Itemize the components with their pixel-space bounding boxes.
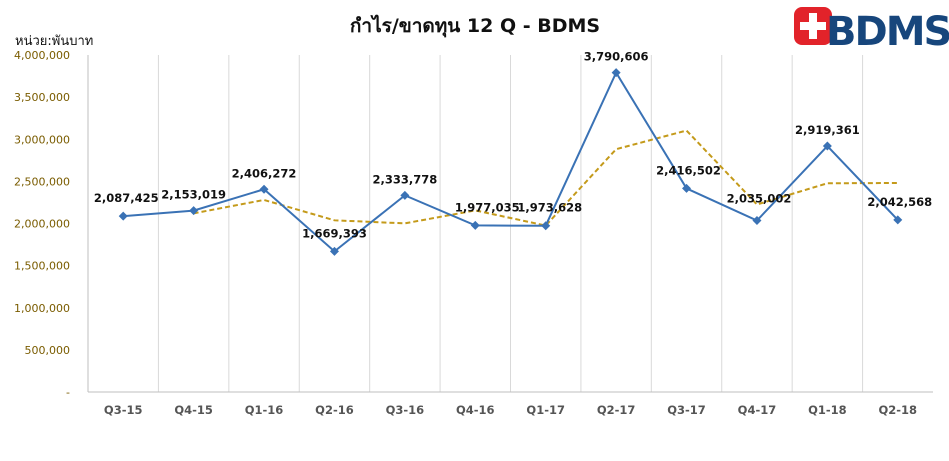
- data-point-marker: [541, 221, 551, 231]
- x-tick-label: Q4-17: [738, 403, 777, 417]
- data-point-marker: [822, 141, 832, 151]
- data-point-marker: [470, 220, 480, 230]
- chart-title: กำไร/ขาดทุน 12 Q - BDMS: [350, 14, 600, 38]
- data-label: 2,153,019: [161, 188, 226, 202]
- x-tick-label: Q1-16: [245, 403, 284, 417]
- trend-line: [193, 129, 898, 227]
- data-point-marker: [682, 183, 692, 193]
- data-point-marker: [611, 68, 621, 78]
- data-label: 2,406,272: [232, 166, 297, 180]
- x-tick-label: Q4-16: [456, 403, 495, 417]
- x-tick-label: Q1-18: [808, 403, 847, 417]
- data-label: 3,790,606: [584, 50, 649, 64]
- data-label: 2,042,568: [867, 195, 932, 209]
- data-point-marker: [189, 206, 199, 216]
- data-point-marker: [259, 184, 269, 194]
- data-label: 1,973,628: [517, 201, 582, 215]
- y-tick-label: 1,500,000: [14, 260, 70, 273]
- x-tick-label: Q3-15: [104, 403, 143, 417]
- y-axis-unit-label: หน่วย:พันบาท: [15, 34, 93, 49]
- data-label: 2,333,778: [373, 172, 438, 186]
- data-labels: 2,087,425 2,153,019 2,406,272 1,669,393 2,33…: [94, 50, 932, 241]
- x-tick-label: Q2-18: [879, 403, 918, 417]
- x-tick-label: Q2-16: [315, 403, 354, 417]
- data-point-marker: [118, 211, 128, 221]
- data-label: 2,035,002: [727, 192, 792, 206]
- data-point-marker: [329, 246, 339, 256]
- y-tick-label: 2,000,000: [14, 218, 70, 231]
- y-tick-label: 4,000,000: [14, 49, 70, 62]
- gridlines: [157, 55, 864, 392]
- data-label: 1,977,035: [455, 200, 520, 214]
- y-tick-label: 3,500,000: [14, 91, 70, 104]
- y-tick-labels: - 500,000 1,000,000 1,500,000 2,000,000 2,500…: [14, 49, 70, 399]
- y-tick-label: 3,000,000: [14, 133, 70, 146]
- y-tick-label: -: [66, 386, 70, 399]
- red-cross-icon: [794, 7, 832, 45]
- x-tick-label: Q4-15: [174, 403, 213, 417]
- axes: [87, 55, 933, 393]
- data-point-marker: [752, 216, 762, 226]
- y-tick-label: 500,000: [25, 344, 71, 357]
- data-label: 2,416,502: [656, 163, 721, 177]
- data-label: 2,919,361: [795, 123, 860, 137]
- x-tick-label: Q3-17: [667, 403, 706, 417]
- y-tick-label: 2,500,000: [14, 175, 70, 188]
- data-point-marker: [893, 215, 903, 225]
- data-point-marker: [400, 190, 410, 200]
- y-tick-label: 1,000,000: [14, 302, 70, 315]
- x-tick-label: Q3-16: [386, 403, 425, 417]
- data-label: 1,669,393: [302, 226, 367, 240]
- x-tick-label: Q1-17: [526, 403, 565, 417]
- logo-text: BDMS: [826, 9, 949, 55]
- data-label: 2,087,425: [94, 191, 159, 205]
- bdms-logo: BDMS: [794, 7, 949, 55]
- x-tick-label: Q2-17: [597, 403, 636, 417]
- profit-series-line: [123, 70, 899, 253]
- series-layer: [118, 68, 903, 256]
- x-tick-labels: Q3-15 Q4-15 Q1-16 Q2-16 Q3-16 Q4-16 Q1-17 Q2-17…: [104, 403, 917, 417]
